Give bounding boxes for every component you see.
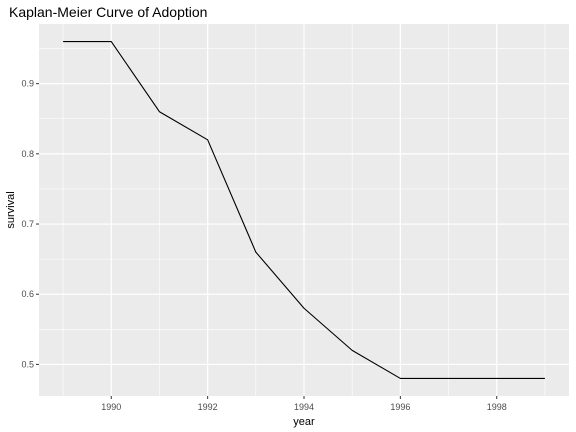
survival-line [63,40,545,380]
x-axis-ticks: 1990 1992 1994 1996 1998 [101,396,507,412]
y-tick-label: 0.5 [21,359,34,369]
y-tick-label: 0.9 [21,79,34,89]
y-axis-ticks: 0.5 0.6 0.7 0.8 0.9 [21,79,39,369]
x-tick-label: 1990 [101,402,121,412]
y-tick-label: 0.6 [21,289,34,299]
x-tick-label: 1996 [390,402,410,412]
x-tick-label: 1998 [487,402,507,412]
x-tick-label: 1992 [198,402,218,412]
series-layer [63,40,545,380]
y-tick-label: 0.8 [21,149,34,159]
y-axis-label: survival [5,191,17,228]
y-tick-label: 0.7 [21,219,34,229]
x-axis-label: year [293,416,315,428]
chart-title: Kaplan-Meier Curve of Adoption [9,4,207,20]
major-gridlines [39,24,569,396]
x-tick-label: 1994 [294,402,314,412]
